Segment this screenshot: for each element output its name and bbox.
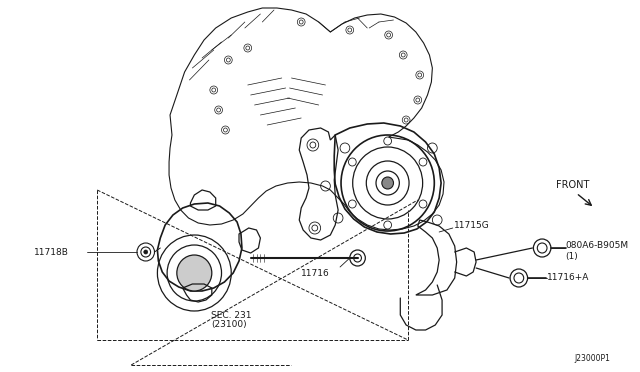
Text: 080A6-B905M: 080A6-B905M — [566, 241, 628, 250]
Text: (1): (1) — [566, 253, 578, 262]
Circle shape — [144, 250, 148, 254]
Circle shape — [177, 255, 212, 291]
Text: 11716+A: 11716+A — [547, 273, 589, 282]
Text: (23100): (23100) — [211, 321, 246, 330]
Text: 11718B: 11718B — [34, 247, 69, 257]
Text: 11716: 11716 — [301, 269, 330, 278]
Text: FRONT: FRONT — [556, 180, 589, 190]
Circle shape — [382, 177, 394, 189]
Text: 11715G: 11715G — [454, 221, 490, 230]
Text: J23000P1: J23000P1 — [574, 354, 610, 363]
Text: SEC. 231: SEC. 231 — [211, 311, 252, 320]
